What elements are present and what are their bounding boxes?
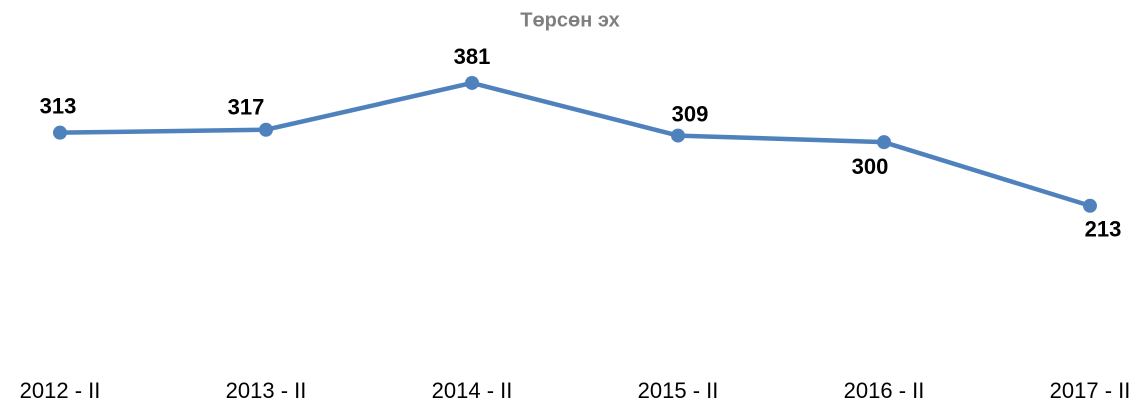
data-label: 213 [1085,217,1122,242]
data-label: 313 [40,93,77,118]
x-tick-label: 2012 - II [20,378,101,403]
marker [671,128,685,143]
line [59,80,1091,208]
chart-title: Төрсөн эх [520,9,620,31]
marker [53,125,67,140]
data-label: 317 [228,95,265,120]
x-tick-label: 2015 - II [638,378,719,403]
marker [877,135,891,150]
marker [1083,198,1097,213]
marker [465,75,479,90]
marker [259,122,273,137]
x-tick-label: 2017 - II [1050,378,1131,403]
x-tick-label: 2014 - II [432,378,513,403]
data-label: 300 [852,154,889,179]
data-label: 309 [672,101,709,126]
x-tick-label: 2013 - II [226,378,307,403]
data-label: 381 [454,44,491,69]
x-tick-label: 2016 - II [844,378,925,403]
